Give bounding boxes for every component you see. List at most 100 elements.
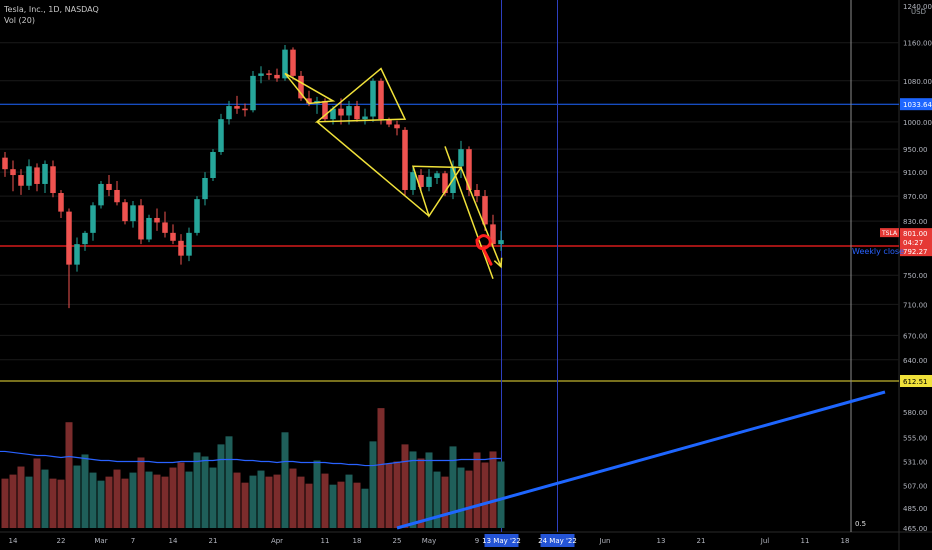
volume-indicator-label[interactable]: Vol (20) [4, 16, 35, 25]
symbol-title[interactable]: Tesla, Inc., 1D, NASDAQ [4, 5, 99, 14]
time-tick-label: 18 [353, 537, 362, 545]
volume-bar [233, 472, 241, 528]
price-tick-label: 750.00 [903, 272, 928, 280]
volume-bar [145, 471, 153, 528]
candle-body [234, 106, 240, 109]
candle-body [218, 119, 224, 152]
volume-tick-label: 580.00 [903, 409, 928, 417]
candle-body [122, 202, 128, 222]
chart-header: Tesla, Inc., 1D, NASDAQ Vol (20) [4, 4, 99, 26]
candle-body [98, 183, 104, 206]
volume-bar [353, 482, 361, 528]
volume-bar [209, 467, 217, 528]
volume-bar [249, 475, 257, 528]
price-tick-label: 710.00 [903, 301, 928, 309]
candle-body [434, 173, 440, 178]
candle-body [354, 106, 360, 120]
candle-body [194, 199, 200, 233]
candle-body [266, 73, 272, 75]
price-tick-label: 670.00 [903, 332, 928, 340]
candle-body [282, 49, 288, 79]
volume-tick-label: 507.00 [903, 483, 928, 491]
candles [2, 45, 504, 309]
weekly-close-label: Weekly close [852, 247, 904, 256]
level-label-box [900, 98, 932, 111]
time-tick-label: May [422, 537, 436, 545]
volume-bar [41, 469, 49, 528]
triangle-drawing [411, 165, 463, 218]
volume-bar [265, 476, 273, 528]
level-612-label: 612.51 [903, 378, 928, 386]
volume-bar [113, 469, 121, 528]
candle-body [58, 193, 64, 212]
volume-bar [241, 482, 249, 528]
time-tick-label: 11 [321, 537, 330, 545]
candle-body [90, 205, 96, 233]
candle-body [34, 167, 40, 184]
last-price-label: 801.00 [903, 230, 928, 238]
volume-bar [345, 474, 353, 528]
volume-bar [297, 476, 305, 528]
candle-body [130, 205, 136, 222]
price-tick-label: 910.00 [903, 169, 928, 177]
volume-bar [425, 452, 433, 528]
price-tick-label: 1080.00 [903, 78, 932, 86]
candle-body [250, 75, 256, 111]
volume-bar [473, 452, 481, 528]
candle-body [170, 232, 176, 241]
candle-body [146, 217, 152, 240]
volume-bar [193, 452, 201, 528]
candle-body [42, 163, 48, 184]
candle-body [26, 166, 32, 186]
candle-body [418, 175, 424, 187]
candle-body [402, 129, 408, 190]
candle-body [442, 173, 448, 194]
bottom-value-label: 0.5 [855, 520, 866, 528]
volume-bar [33, 458, 41, 528]
volume-bar [73, 465, 81, 528]
close-price-label: 792.27 [903, 248, 928, 256]
candle-body [298, 75, 304, 99]
candle-body [210, 151, 216, 178]
candle-body [178, 240, 184, 256]
candle-body [362, 116, 368, 120]
candle-body [410, 172, 416, 190]
volume-bar [457, 467, 465, 528]
ticker-label: TSLA [881, 230, 898, 237]
volume-bar [321, 473, 329, 528]
time-tick-label: 9 [475, 537, 479, 545]
volume-bar [337, 481, 345, 528]
candle-body [50, 166, 56, 194]
time-tick-label: 21 [209, 537, 218, 545]
time-axis: 14 22 Mar 7 14 21 Apr 11 18 25 May 9 Jun 13 21 Jul 11 18 1… [9, 534, 849, 547]
volume-bar [217, 444, 225, 528]
volume-tick-label: 531.00 [903, 459, 928, 467]
candle-body [154, 217, 160, 223]
volume-bar [489, 451, 497, 528]
blue-trendline [396, 390, 886, 530]
volume-bars [0, 390, 886, 530]
volume-bar [481, 462, 489, 528]
price-tick-label: 1160.00 [903, 40, 932, 48]
candle-body [258, 73, 264, 76]
volume-bar [441, 476, 449, 528]
line-drawing [316, 121, 430, 217]
candle-body [2, 157, 8, 170]
price-tick-label: 1240.00 [903, 3, 932, 11]
price-axis: 1240.00 1160.00 1080.00 1000.00 950.00 910.00… [852, 3, 932, 533]
volume-bar [129, 472, 137, 528]
time-tick-label: Mar [94, 537, 107, 545]
candle-body [474, 189, 480, 197]
candle-body [378, 80, 384, 120]
volume-bar [9, 474, 17, 528]
candle-body [394, 124, 400, 129]
candle-body [426, 176, 432, 187]
time-tick-label: Apr [271, 537, 283, 545]
candle-body [66, 211, 72, 265]
price-tick-label: 950.00 [903, 146, 928, 154]
volume-bar [137, 457, 145, 528]
volume-bar [465, 470, 473, 528]
volume-bar [177, 462, 185, 528]
volume-ma-line [0, 450, 501, 467]
